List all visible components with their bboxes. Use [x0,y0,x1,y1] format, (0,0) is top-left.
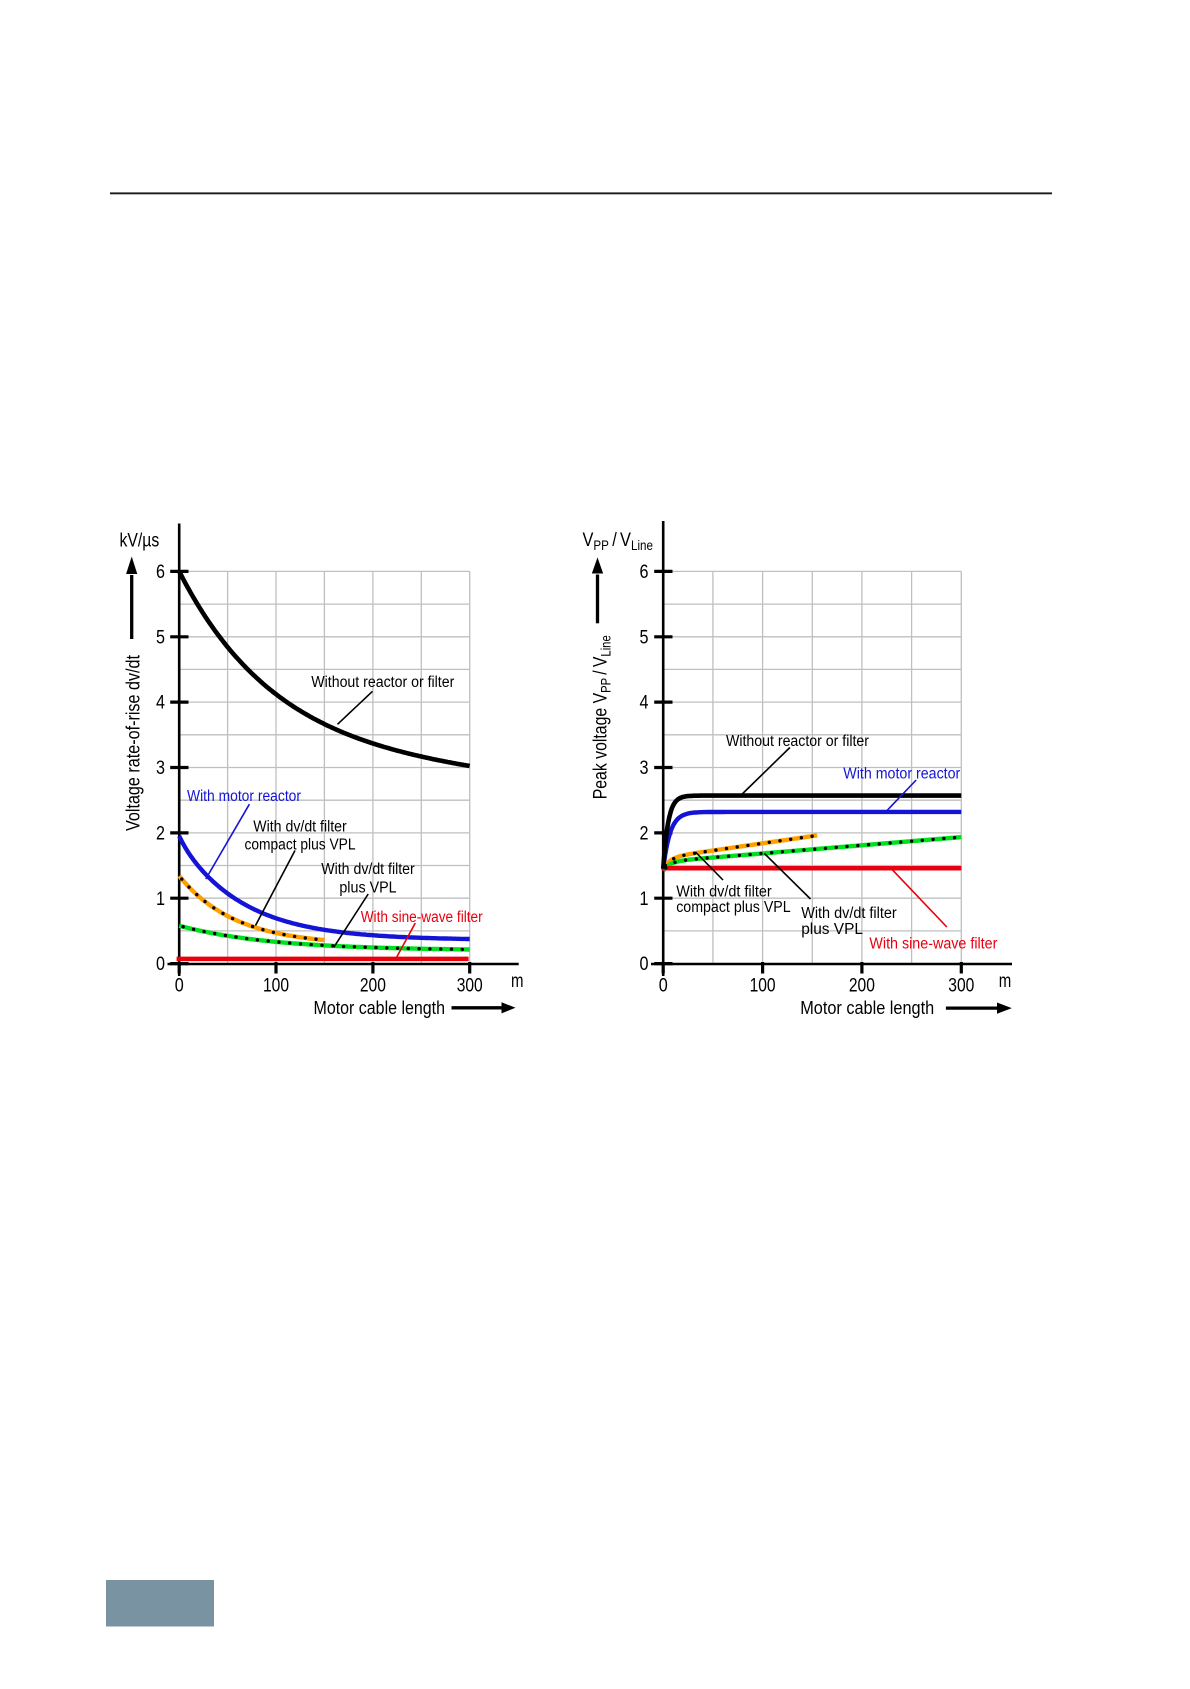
svg-text:m: m [511,971,524,992]
svg-text:Motor cable length: Motor cable length [800,998,934,1018]
svg-text:With dv/dt filter: With dv/dt filter [801,905,897,922]
svg-text:Voltage rate-of-rise dv/dt: Voltage rate-of-rise dv/dt [124,654,145,831]
svg-text:0: 0 [640,954,649,975]
svg-text:200: 200 [360,976,386,997]
svg-text:m: m [999,971,1012,992]
svg-text:Peak voltage VPP / VLine: Peak voltage VPP / VLine [591,635,614,799]
svg-text:plus VPL: plus VPL [801,921,863,938]
svg-text:5: 5 [156,627,165,648]
svg-text:0: 0 [156,954,165,975]
svg-text:0: 0 [175,976,184,997]
svg-text:plus VPL: plus VPL [339,879,397,896]
svg-text:2: 2 [640,823,649,844]
svg-text:kV/µs: kV/µs [120,531,160,552]
svg-text:With dv/dt filter: With dv/dt filter [321,861,415,878]
svg-text:compact plus VPL: compact plus VPL [245,836,356,853]
svg-text:With motor reactor: With motor reactor [187,788,301,805]
svg-text:With sine-wave filter: With sine-wave filter [361,909,483,926]
svg-text:100: 100 [263,976,289,997]
svg-text:With motor reactor: With motor reactor [843,765,960,782]
svg-text:1: 1 [156,889,165,910]
svg-text:2: 2 [156,823,165,844]
svg-text:300: 300 [948,976,974,997]
svg-text:With sine-wave filter: With sine-wave filter [869,935,997,952]
svg-text:6: 6 [156,562,165,583]
svg-text:4: 4 [640,693,649,714]
svg-text:6: 6 [640,562,649,583]
svg-text:With dv/dt filter: With dv/dt filter [253,819,347,836]
svg-text:3: 3 [640,758,649,779]
svg-text:3: 3 [156,758,165,779]
svg-text:4: 4 [156,693,165,714]
svg-text:0: 0 [659,976,668,997]
svg-text:100: 100 [750,976,776,997]
svg-text:200: 200 [849,976,875,997]
svg-text:Without reactor or filter: Without reactor or filter [311,674,454,691]
svg-text:With dv/dt filter: With dv/dt filter [676,883,772,900]
svg-text:Without reactor or filter: Without reactor or filter [726,733,869,750]
svg-text:compact plus VPL: compact plus VPL [676,899,791,916]
svg-text:5: 5 [640,627,649,648]
svg-text:Motor cable length: Motor cable length [314,998,446,1018]
svg-text:1: 1 [640,889,649,910]
svg-text:300: 300 [457,976,483,997]
